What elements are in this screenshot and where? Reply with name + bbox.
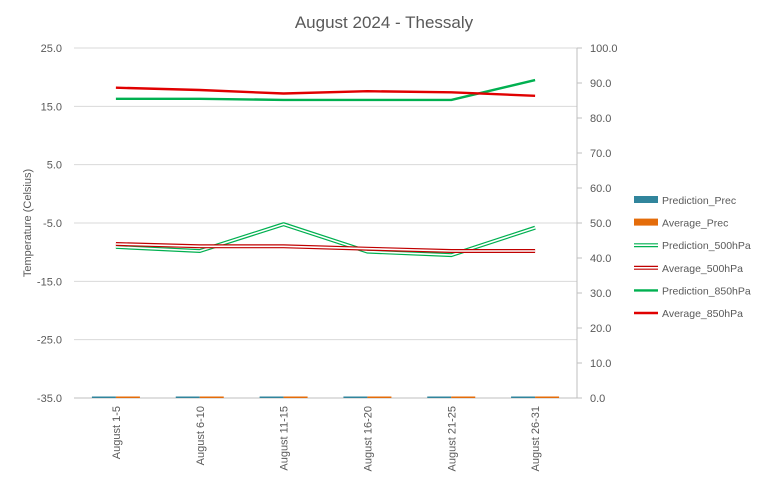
category-label: August 26-31 [530,406,542,471]
line-Average_850hPa [115,86,536,97]
legend-label: Average_850hPa [662,308,743,320]
legend-label: Prediction_Prec [662,195,736,207]
bar-Average_Prec [115,396,140,398]
left-axis-ticks: 25.0 15.0 5.0 -5.0 -15.0 -25.0 -35.0 [37,43,62,405]
legend-label: Average_Prec [662,218,728,230]
gridlines [74,47,577,399]
y-axis-title: Temperature (Celsius) [22,169,34,277]
right-tick-label: 100.0 [590,43,618,55]
bar-Average_Prec [367,396,392,398]
bar-Prediction_Prec [259,396,284,398]
bar-Prediction_Prec [175,396,200,398]
left-tick-label: -5.0 [43,218,62,230]
left-tick-label: 5.0 [47,160,62,172]
category-labels: August 1-5 August 6-10 August 11-15 August … [111,406,542,471]
legend-swatch [634,218,658,226]
left-tick-label: 25.0 [41,43,62,55]
bar-Prediction_Prec [343,396,368,398]
right-axis-ticks: 100.0 90.0 80.0 70.0 60.0 50.0 40.0 30.0 20.0 10.… [577,43,618,405]
bar-Average_Prec [451,396,476,398]
legend-label: Average_500hPa [662,263,743,275]
line-Prediction_850hPa [115,78,536,102]
category-label: August 11-15 [279,406,291,471]
legend-label: Prediction_500hPa [662,240,751,252]
left-tick-label: -15.0 [37,276,62,288]
series-lines [115,78,536,258]
right-tick-label: 50.0 [590,218,611,230]
precip-bars [91,396,560,398]
right-tick-label: 20.0 [590,323,611,335]
legend: Prediction_Prec Average_Prec Prediction_50… [634,195,751,320]
right-tick-label: 90.0 [590,78,611,90]
chart-title: August 2024 - Thessaly [295,13,474,32]
bar-Average_Prec [283,396,308,398]
bar-Average_Prec [199,396,224,398]
category-label: August 21-25 [446,406,458,471]
line-Average_500hPa-inner [115,243,536,252]
category-label: August 6-10 [195,406,207,465]
left-tick-label: -25.0 [37,335,62,347]
right-tick-label: 10.0 [590,358,611,370]
bar-Prediction_Prec [427,396,452,398]
legend-swatch [634,196,658,203]
right-tick-label: 40.0 [590,253,611,265]
legend-label: Prediction_850hPa [662,285,751,297]
bar-Prediction_Prec [511,396,536,398]
category-label: August 1-5 [111,406,123,459]
left-tick-label: -35.0 [37,393,62,405]
right-tick-label: 0.0 [590,393,605,405]
left-tick-label: 15.0 [41,101,62,113]
right-tick-label: 60.0 [590,183,611,195]
right-tick-label: 70.0 [590,148,611,160]
bar-Average_Prec [535,396,560,398]
right-tick-label: 80.0 [590,113,611,125]
category-label: August 16-20 [362,406,374,471]
bar-Prediction_Prec [91,396,116,398]
right-tick-label: 30.0 [590,288,611,300]
